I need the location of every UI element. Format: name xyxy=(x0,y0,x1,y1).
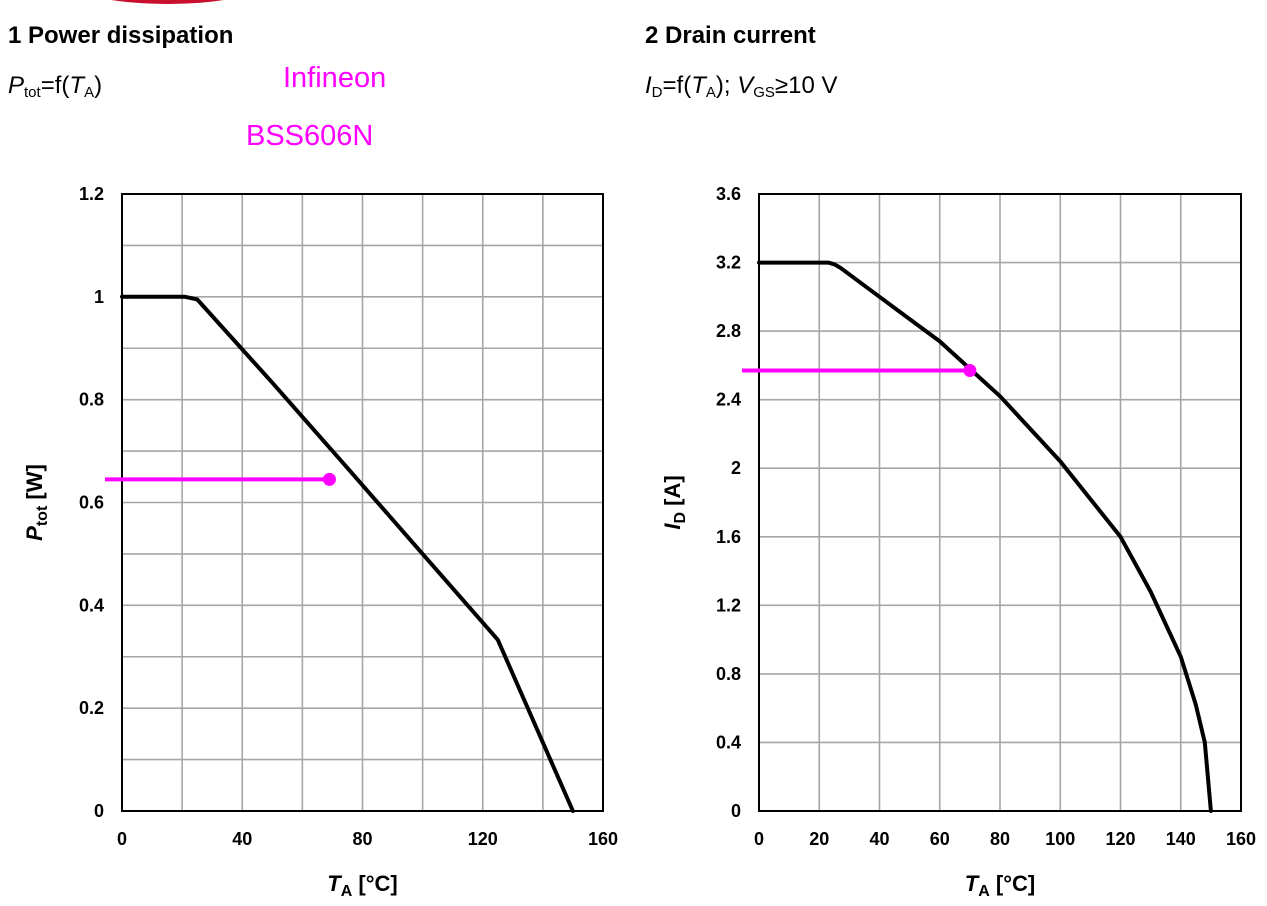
chart1-series-line xyxy=(120,294,575,813)
chart2-series-line xyxy=(757,260,1213,813)
chart2-x-tick-label: 80 xyxy=(990,829,1010,849)
chart1-x-tick-label: 160 xyxy=(588,829,618,849)
chart1-x-axis-label: TA [°C] xyxy=(327,871,397,900)
chart2-x-tick-label: 160 xyxy=(1226,829,1256,849)
chart1-x-tick-label: 120 xyxy=(468,829,498,849)
logo-arc xyxy=(55,0,280,4)
chart2-formula: ID=f(TA); VGS≥10 V xyxy=(645,72,838,101)
chart2-plot-frame xyxy=(758,193,1242,812)
chart1-y-tick-label: 0.8 xyxy=(79,390,104,410)
chart2-y-tick-label: 2 xyxy=(731,458,741,478)
chart2-x-tick-label: 140 xyxy=(1166,829,1196,849)
chart1-formula: Ptot=f(TA) xyxy=(8,72,103,101)
chart1-y-tick-label: 1.2 xyxy=(79,184,104,204)
chart2-x-tick-label: 100 xyxy=(1045,829,1075,849)
chart2-x-tick-label: 20 xyxy=(809,829,829,849)
chart1-title: 1 Power dissipation xyxy=(8,22,234,49)
chart1-plot-frame xyxy=(121,193,604,812)
chart2-y-tick-label: 3.2 xyxy=(716,253,741,273)
chart2-y-axis-label: ID [A] xyxy=(660,475,689,529)
chart1-x-tick-label: 0 xyxy=(117,829,127,849)
chart2-x-tick-label: 40 xyxy=(869,829,889,849)
chart2-marker-point xyxy=(963,364,977,378)
chart2-y-tick-label: 3.6 xyxy=(716,184,741,204)
chart2-y-tick-label: 0.8 xyxy=(716,664,741,684)
chart1-y-tick-label: 1 xyxy=(94,287,104,307)
chart2-x-tick-label: 0 xyxy=(754,829,764,849)
chart1-x-tick-label: 80 xyxy=(352,829,372,849)
chart2-y-tick-label: 1.2 xyxy=(716,595,741,615)
chart2-y-tick-label: 1.6 xyxy=(716,527,741,547)
chart2-y-tick-label: 0 xyxy=(731,801,741,821)
part-number-label: BSS606N xyxy=(246,120,374,152)
chart2-x-tick-label: 120 xyxy=(1105,829,1135,849)
brand-label: Infineon xyxy=(283,62,387,94)
chart2-y-tick-label: 2.8 xyxy=(716,321,741,341)
chart1-marker-point xyxy=(322,472,336,486)
chart2-x-tick-label: 60 xyxy=(930,829,950,849)
chart1-y-tick-label: 0.4 xyxy=(79,595,104,615)
chart2-y-tick-label: 2.4 xyxy=(716,390,741,410)
chart1-y-tick-label: 0 xyxy=(94,801,104,821)
chart2-title: 2 Drain current xyxy=(645,22,816,49)
chart2-y-tick-label: 0.4 xyxy=(716,732,741,752)
chart2-x-axis-label: TA [°C] xyxy=(965,871,1035,900)
chart1-y-axis-label: Ptot [W] xyxy=(22,464,51,541)
chart1-y-tick-label: 0.2 xyxy=(79,698,104,718)
chart1-y-tick-label: 0.6 xyxy=(79,493,104,513)
chart1-x-tick-label: 40 xyxy=(232,829,252,849)
